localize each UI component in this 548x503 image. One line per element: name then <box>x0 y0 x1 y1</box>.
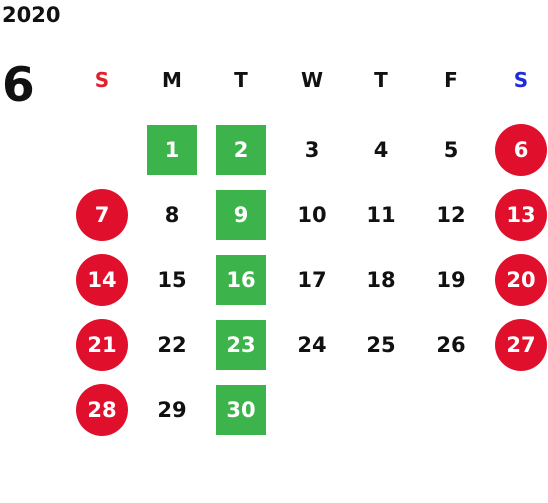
day-cell-16[interactable]: 16 <box>216 255 266 305</box>
day-cell-25[interactable]: 25 <box>366 333 396 357</box>
day-cell-26[interactable]: 26 <box>436 333 466 357</box>
day-cell-22[interactable]: 22 <box>157 333 187 357</box>
day-cell-17[interactable]: 17 <box>297 268 327 292</box>
day-cell-11[interactable]: 11 <box>366 203 396 227</box>
weekday-tuesday: T <box>234 68 248 92</box>
day-cell-19[interactable]: 19 <box>436 268 466 292</box>
month-number: 6 <box>2 58 35 113</box>
day-cell-27[interactable]: 27 <box>495 319 547 371</box>
weekday-sunday: S <box>94 68 110 92</box>
day-cell-10[interactable]: 10 <box>297 203 327 227</box>
day-cell-15[interactable]: 15 <box>157 268 187 292</box>
day-cell-28[interactable]: 28 <box>76 384 128 436</box>
day-cell-20[interactable]: 20 <box>495 254 547 306</box>
day-cell-9[interactable]: 9 <box>216 190 266 240</box>
day-cell-13[interactable]: 13 <box>495 189 547 241</box>
day-cell-12[interactable]: 12 <box>436 203 466 227</box>
day-cell-2[interactable]: 2 <box>216 125 266 175</box>
year-label: 2020 <box>2 3 61 27</box>
day-cell-3[interactable]: 3 <box>304 138 320 162</box>
day-cell-18[interactable]: 18 <box>366 268 396 292</box>
weekday-monday: M <box>162 68 182 92</box>
day-cell-30[interactable]: 30 <box>216 385 266 435</box>
day-cell-23[interactable]: 23 <box>216 320 266 370</box>
day-cell-4[interactable]: 4 <box>373 138 389 162</box>
day-cell-24[interactable]: 24 <box>297 333 327 357</box>
weekday-thursday: T <box>374 68 388 92</box>
day-cell-1[interactable]: 1 <box>147 125 197 175</box>
day-cell-5[interactable]: 5 <box>443 138 459 162</box>
weekday-friday: F <box>444 68 458 92</box>
day-cell-6[interactable]: 6 <box>495 124 547 176</box>
day-cell-14[interactable]: 14 <box>76 254 128 306</box>
day-cell-8[interactable]: 8 <box>164 203 180 227</box>
day-cell-29[interactable]: 29 <box>157 398 187 422</box>
weekday-saturday: S <box>513 68 529 92</box>
day-cell-7[interactable]: 7 <box>76 189 128 241</box>
day-cell-21[interactable]: 21 <box>76 319 128 371</box>
weekday-wednesday: W <box>300 68 324 92</box>
